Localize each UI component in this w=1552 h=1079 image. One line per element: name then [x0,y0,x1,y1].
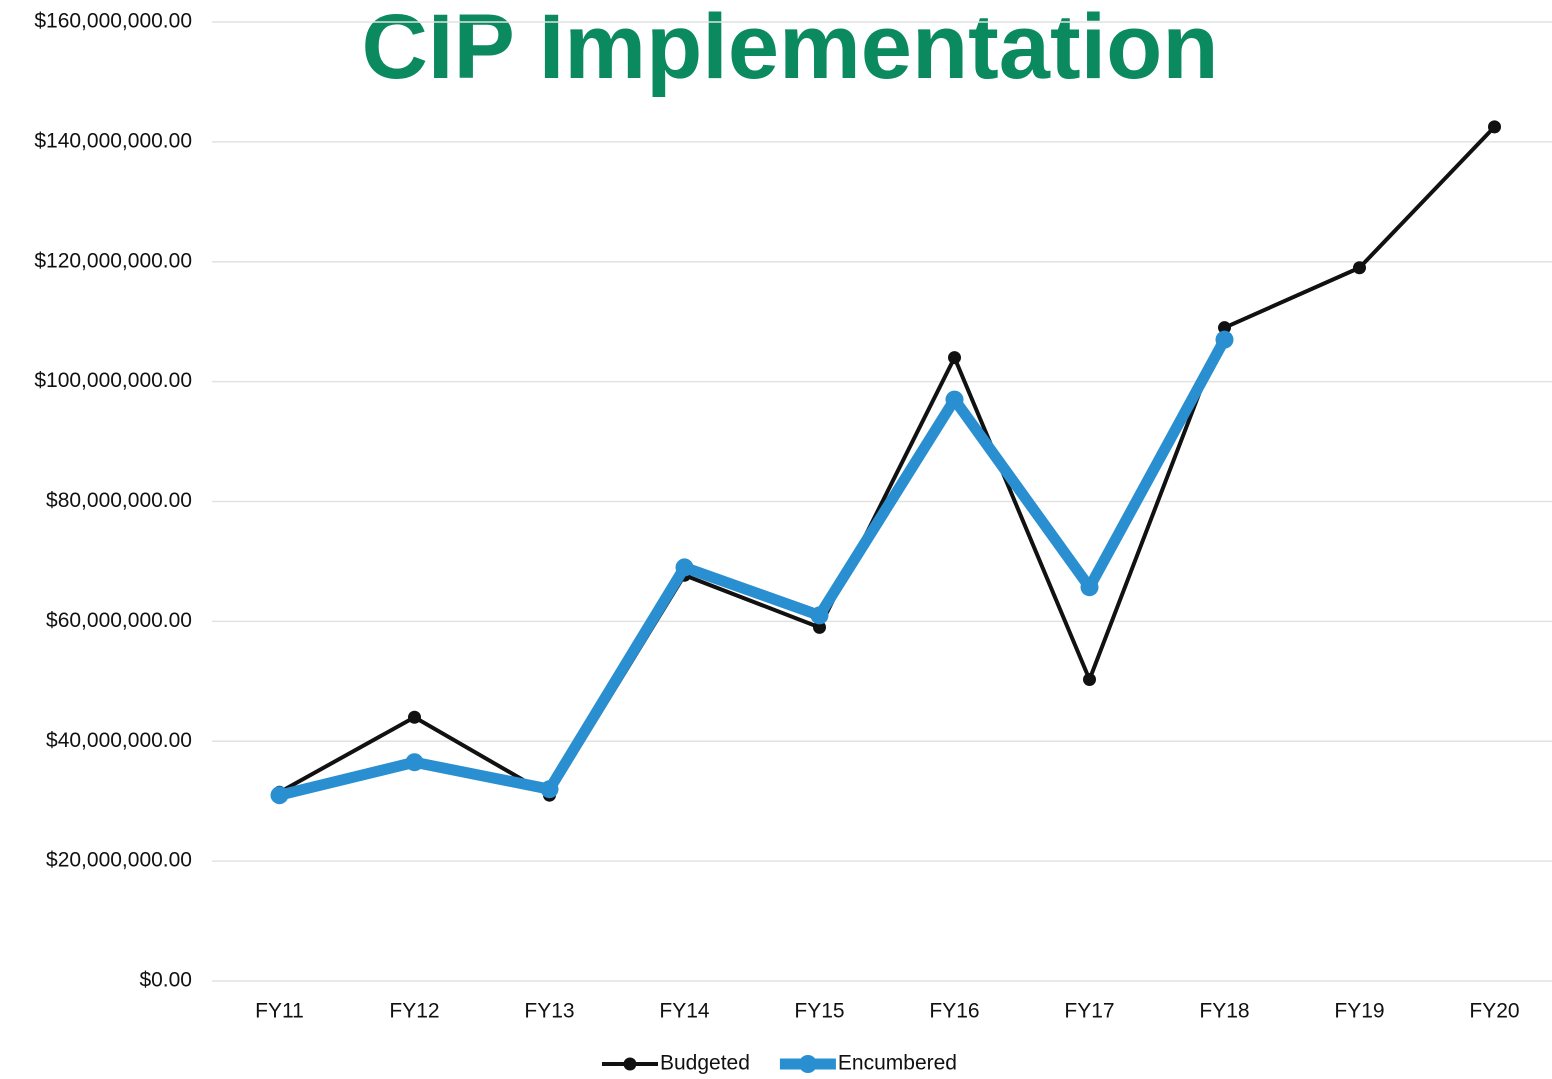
point [945,390,964,409]
point [675,558,694,577]
x-tick-label: FY18 [1199,1000,1249,1023]
x-tick-label: FY14 [659,1000,710,1023]
y-tick-label: $160,000,000.00 [34,10,192,33]
y-tick-label: $80,000,000.00 [46,489,192,512]
point [813,620,826,634]
point [1353,261,1366,275]
x-tick-label: FY13 [524,1000,574,1023]
y-tick-label: $140,000,000.00 [34,129,192,152]
legend-label: Encumbered [838,1052,957,1075]
x-tick-label: FY17 [1064,1000,1114,1023]
x-tick-label: FY15 [794,1000,844,1023]
y-tick-label: $0.00 [139,969,192,992]
y-tick-label: $120,000,000.00 [34,249,192,272]
point [1488,120,1501,134]
series-line [278,125,1496,798]
y-tick-label: $100,000,000.00 [34,369,192,392]
y-tick-label: $60,000,000.00 [46,609,192,632]
point [408,710,421,724]
x-tick-label: FY19 [1334,1000,1384,1023]
point [948,351,961,365]
x-tick-label: FY11 [255,1000,304,1023]
x-tick-label: FY16 [929,1000,979,1023]
point [1080,578,1099,597]
series-line [278,337,1230,801]
point [405,753,424,772]
point [270,786,289,805]
y-tick-label: $40,000,000.00 [46,729,192,752]
point [810,606,829,625]
legend-marker [798,1055,817,1073]
point [540,780,559,799]
point [1218,321,1231,335]
legend-label: Budgeted [660,1052,750,1075]
chart-title: CIP Implementation [361,0,1218,98]
x-tick-label: FY12 [389,1000,439,1023]
y-tick-label: $20,000,000.00 [46,849,192,872]
x-tick-label: FY20 [1469,1000,1519,1023]
point [1215,330,1234,349]
legend-marker [623,1057,637,1071]
point [1083,673,1096,687]
